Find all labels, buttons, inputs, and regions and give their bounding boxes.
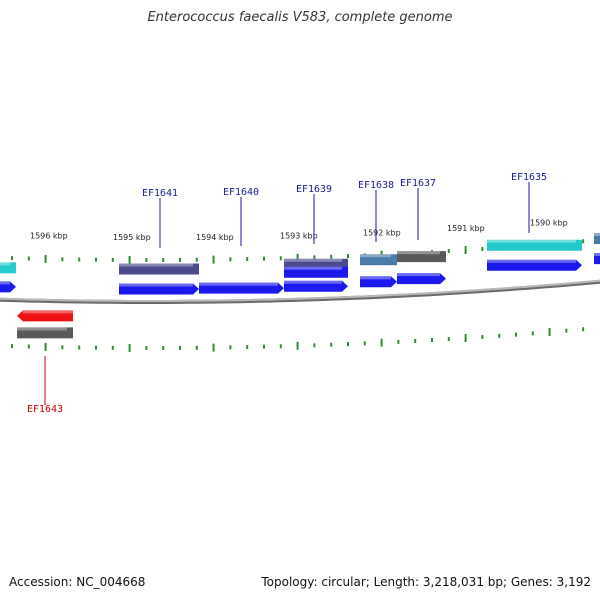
gene-steel-edge-highlight xyxy=(594,233,600,237)
gene-cyan-left-body xyxy=(0,262,16,274)
gene-slate-a[interactable] xyxy=(119,263,199,275)
gene-right-edge[interactable] xyxy=(594,253,600,265)
gene-label-ef1641[interactable]: EF1641 xyxy=(142,188,178,248)
gene-label-text: EF1638 xyxy=(358,180,394,191)
gene-ef1639-fwd-highlight xyxy=(284,280,342,284)
gene-label-ef1643[interactable]: EF1643 xyxy=(27,356,63,415)
accession-text: Accession: NC_004668 xyxy=(9,575,146,589)
scale-label: 1592 kbp xyxy=(363,228,401,237)
gene-label-ef1637[interactable]: EF1637 xyxy=(400,178,436,240)
gene-right-edge-body xyxy=(594,253,600,265)
gene-ef1638-fwd[interactable] xyxy=(360,276,397,288)
gene-gray-lower-highlight xyxy=(17,327,67,331)
gene-label-text: EF1643 xyxy=(27,404,63,415)
gene-ef1643-rev[interactable] xyxy=(17,310,73,322)
gene-cyan-right-body xyxy=(487,239,582,251)
gene-ef1641-fwd-body xyxy=(119,283,199,295)
scale-label: 1590 kbp xyxy=(530,219,568,228)
gene-left-edge[interactable] xyxy=(0,281,16,293)
gene-cyan-left[interactable] xyxy=(0,262,16,274)
gene-ef1638-fwd-body xyxy=(360,276,397,288)
gene-label-ef1639[interactable]: EF1639 xyxy=(296,184,332,244)
gene-ef1635-fwd-body xyxy=(487,259,582,271)
gene-left-edge-highlight xyxy=(0,281,10,285)
gene-ef1643-rev-highlight xyxy=(23,310,73,314)
scale-label: 1594 kbp xyxy=(196,233,234,242)
gene-cyan-left-highlight xyxy=(0,262,10,266)
scale-label: 1593 kbp xyxy=(280,231,318,240)
gene-label-text: EF1637 xyxy=(400,178,436,189)
gene-blue-b-body xyxy=(284,266,348,278)
gene-ef1640-fwd-body xyxy=(199,282,284,294)
gene-right-edge-highlight xyxy=(594,253,600,257)
gene-steel-edge[interactable] xyxy=(594,233,600,245)
gene-gray-top-body xyxy=(397,251,446,263)
gene-ef1635-fwd-highlight xyxy=(487,259,576,263)
gene-label-text: EF1641 xyxy=(142,188,178,199)
gene-left-edge-body xyxy=(0,281,16,293)
gene-steel-body xyxy=(360,254,397,266)
gene-labels[interactable]: EF1641 EF1640 EF1639 EF1638 EF1637 EF1635 EF16… xyxy=(27,172,547,415)
gene-gray-top-highlight xyxy=(397,251,440,255)
gene-gray-top[interactable] xyxy=(397,251,446,263)
gene-label-ef1635[interactable]: EF1635 xyxy=(511,172,547,233)
gene-ef1638-fwd-highlight xyxy=(360,276,391,280)
genome-summary-text: Topology: circular; Length: 3,218,031 bp… xyxy=(261,575,591,589)
backbone-highlight xyxy=(0,279,600,302)
gene-ef1641-fwd[interactable] xyxy=(119,283,199,295)
gene-cyan-right-highlight xyxy=(487,239,576,243)
gene-ef1637-fwd-body xyxy=(397,273,446,285)
genome-title: Enterococcus faecalis V583, complete gen… xyxy=(147,10,453,25)
gene-slate-a-highlight xyxy=(119,263,193,267)
gene-slate-a-body xyxy=(119,263,199,275)
genome-backbone xyxy=(0,279,600,304)
gene-label-ef1640[interactable]: EF1640 xyxy=(223,187,259,246)
scale-label: 1591 kbp xyxy=(447,224,485,233)
gene-label-text: EF1640 xyxy=(223,187,259,198)
gene-ef1635-fwd[interactable] xyxy=(487,259,582,271)
scale-label: 1596 kbp xyxy=(30,232,68,241)
gene-gray-lower[interactable] xyxy=(17,327,73,339)
tick-marks xyxy=(11,239,585,352)
gene-ef1643-rev-body xyxy=(17,310,73,322)
gene-label-text: EF1639 xyxy=(296,184,332,195)
scale-label: 1595 kbp xyxy=(113,233,151,242)
gene-label-text: EF1635 xyxy=(511,172,547,183)
gene-ef1640-fwd[interactable] xyxy=(199,282,284,294)
gene-ef1640-fwd-highlight xyxy=(199,282,278,286)
gene-blue-b[interactable] xyxy=(284,266,348,278)
gene-gray-lower-body xyxy=(17,327,73,339)
gene-steel-edge-body xyxy=(594,233,600,245)
gene-ef1641-fwd-highlight xyxy=(119,283,193,287)
gene-steel[interactable] xyxy=(360,254,397,266)
gene-cyan-right[interactable] xyxy=(487,239,582,251)
gene-slate-b-highlight xyxy=(284,258,342,262)
gene-ef1639-fwd-body xyxy=(284,280,348,292)
gene-steel-highlight xyxy=(360,254,391,258)
gene-features[interactable] xyxy=(0,233,600,339)
gene-label-ef1638[interactable]: EF1638 xyxy=(358,180,394,242)
gene-ef1637-fwd[interactable] xyxy=(397,273,446,285)
gene-ef1639-fwd[interactable] xyxy=(284,280,348,292)
scale-labels: 1596 kbp 1595 kbp 1594 kbp 1593 kbp 1592 kbp… xyxy=(30,219,568,242)
gene-ef1637-fwd-highlight xyxy=(397,273,440,277)
gene-blue-b-highlight xyxy=(284,266,342,270)
